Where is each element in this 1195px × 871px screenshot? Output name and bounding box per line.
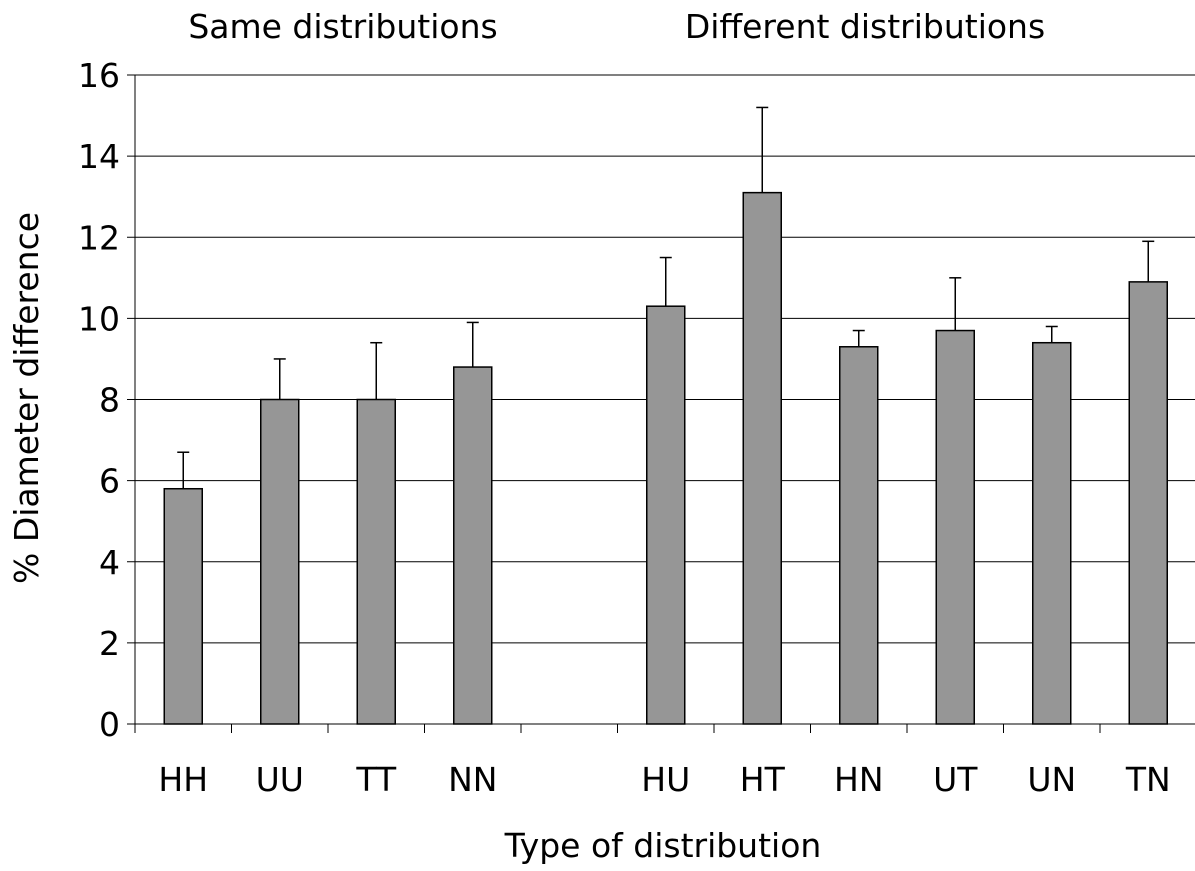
y-tick-label: 2 (99, 624, 120, 663)
y-axis-title: % Diameter difference (7, 212, 46, 584)
y-tick-label: 14 (78, 137, 120, 176)
x-tick-label-nn: NN (448, 760, 497, 799)
axes (127, 74, 1195, 733)
bar-hn (839, 346, 879, 725)
x-tick-label-ut: UT (933, 760, 978, 799)
group-label-same: Same distributions (188, 7, 497, 46)
y-tick-label: 16 (78, 56, 120, 95)
bar-uu (260, 398, 300, 725)
bar-hu (646, 305, 686, 725)
y-tick-label: 6 (99, 462, 120, 501)
y-tick-label: 8 (99, 381, 120, 420)
error-bars (177, 106, 1155, 489)
x-tick-label-hh: HH (158, 760, 208, 799)
bar-ht (742, 191, 782, 725)
x-tick-label-tn: TN (1125, 760, 1171, 799)
x-axis-title: Type of distribution (504, 826, 822, 865)
x-tick-label-hn: HN (834, 760, 884, 799)
bar-tn (1128, 281, 1168, 725)
bar-nn (453, 366, 493, 725)
y-tick-label: 0 (99, 705, 120, 744)
x-tick-label-tt: TT (355, 760, 397, 799)
x-tick-label-un: UN (1027, 760, 1076, 799)
y-tick-label: 12 (78, 218, 120, 257)
x-tick-label-ht: HT (740, 760, 786, 799)
y-tick-label: 10 (78, 299, 120, 338)
bar-hh (163, 487, 203, 725)
bars (163, 191, 1168, 725)
group-label-different: Different distributions (685, 7, 1045, 46)
x-tick-label-uu: UU (256, 760, 304, 799)
labels: 0 2 4 6 8 10 12 14 16 HH UU TT NN HU HT HN UT UN TN (78, 56, 1171, 799)
x-tick-label-hu: HU (641, 760, 690, 799)
bar-tt (356, 398, 396, 725)
bar-un (1032, 341, 1072, 725)
bar-ut (935, 329, 975, 725)
y-tick-label: 4 (99, 543, 120, 582)
